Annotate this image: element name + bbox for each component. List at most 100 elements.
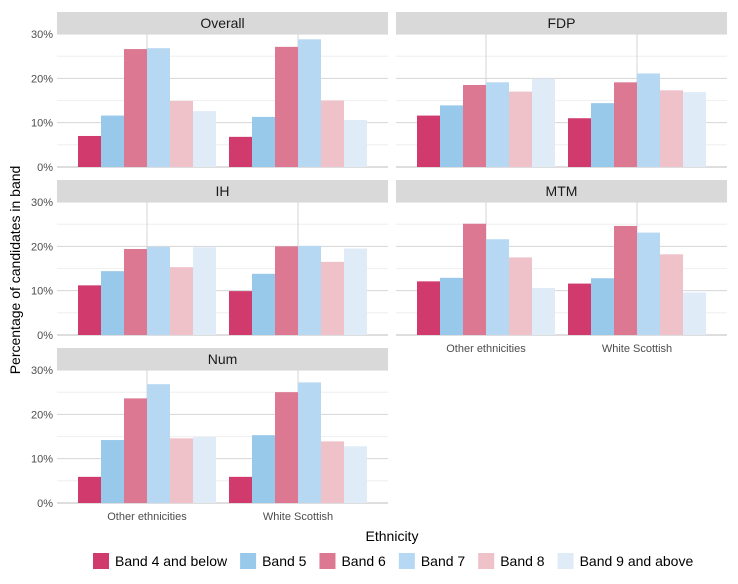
legend-swatch — [398, 553, 415, 569]
bar-fdp-other-ethnicities-band-4-and-below: Band 4 and below: 11.6 — [417, 115, 440, 167]
bar-overall-other-ethnicities-band-8: Band 8: 14.9 — [170, 100, 193, 167]
legend: Band 4 and below Band 5 Band 6 Band 7 Band 8… — [93, 553, 693, 569]
legend-label: Band 4 and below — [115, 553, 228, 569]
bar-mtm-white-scottish-band-8: Band 8: 18.2 — [660, 254, 683, 335]
panel-title: Overall — [200, 15, 244, 31]
legend-item-band-4-and-below: Band 4 and below — [93, 553, 228, 569]
panel-title: IH — [216, 183, 230, 199]
legend-label: Band 6 — [341, 553, 386, 569]
legend-swatch — [93, 553, 109, 569]
bar-overall-white-scottish-band-9-and-above: Band 9 and above: 10.6 — [344, 120, 367, 167]
bar-mtm-other-ethnicities-band-9-and-above: Band 9 and above: 10.6 — [532, 288, 555, 335]
bar-ih-white-scottish-band-8: Band 8: 16.5 — [321, 261, 344, 335]
bar-fdp-other-ethnicities-band-5: Band 5: 13.9 — [440, 105, 463, 167]
panel-num: NumBand 4 and below: 5.9Band 5: 14.2Band… — [31, 348, 388, 523]
bar-ih-white-scottish-band-5: Band 5: 13.8 — [252, 273, 275, 335]
x-axis-title: Ethnicity — [366, 528, 419, 544]
bar-ih-other-ethnicities-band-7: Band 7: 19.9 — [147, 246, 170, 335]
bar-num-white-scottish-band-7: Band 7: 27.2 — [298, 382, 321, 503]
panel-strip — [396, 12, 727, 34]
bar-fdp-white-scottish-band-6: Band 6: 19.1 — [614, 82, 637, 167]
bar-num-other-ethnicities-band-5: Band 5: 14.2 — [101, 440, 124, 503]
bar-mtm-white-scottish-band-4-and-below: Band 4 and below: 11.6 — [568, 283, 591, 335]
y-axis-title: Percentage of candidates in band — [7, 166, 23, 375]
legend-label: Band 5 — [262, 553, 307, 569]
bar-overall-white-scottish-band-6: Band 6: 27.1 — [275, 46, 298, 167]
x-tick-label: White Scottish — [602, 343, 672, 355]
x-tick-label: White Scottish — [263, 511, 333, 523]
bar-num-white-scottish-band-4-and-below: Band 4 and below: 5.9 — [229, 476, 252, 503]
panel-strip — [57, 180, 388, 202]
bar-fdp-other-ethnicities-band-7: Band 7: 19.1 — [486, 82, 509, 167]
bar-mtm-other-ethnicities-band-4-and-below: Band 4 and below: 12.1 — [417, 281, 440, 335]
panel-title: FDP — [548, 15, 576, 31]
bar-num-white-scottish-band-5: Band 5: 15.3 — [252, 435, 275, 503]
bar-ih-other-ethnicities-band-5: Band 5: 14.4 — [101, 271, 124, 335]
y-tick-label: 20% — [31, 73, 53, 85]
x-tick-label: Other ethnicities — [446, 343, 526, 355]
bar-ih-white-scottish-band-6: Band 6: 20 — [275, 246, 298, 335]
bar-ih-other-ethnicities-band-4-and-below: Band 4 and below: 11.2 — [78, 285, 101, 335]
bar-overall-other-ethnicities-band-4-and-below: Band 4 and below: 7 — [78, 135, 101, 167]
panel-title: MTM — [546, 183, 578, 199]
legend-item-band-6: Band 6 — [319, 553, 386, 569]
bar-overall-white-scottish-band-8: Band 8: 15 — [321, 100, 344, 167]
panel-mtm: MTMBand 4 and below: 12.1Band 5: 12.9Ban… — [396, 180, 727, 355]
bar-overall-other-ethnicities-band-9-and-above: Band 9 and above: 12.6 — [193, 111, 216, 167]
y-tick-label: 30% — [31, 365, 53, 377]
legend-item-band-7: Band 7 — [398, 553, 466, 569]
panel-strip — [396, 180, 727, 202]
bar-ih-other-ethnicities-band-8: Band 8: 15.3 — [170, 267, 193, 335]
legend-item-band-9-and-above: Band 9 and above — [557, 553, 694, 569]
x-tick-label: Other ethnicities — [107, 511, 187, 523]
legend-item-band-5: Band 5 — [240, 553, 307, 569]
bar-overall-white-scottish-band-7: Band 7: 28.8 — [298, 39, 321, 167]
bar-overall-white-scottish-band-5: Band 5: 11.3 — [252, 116, 275, 167]
legend-label: Band 8 — [500, 553, 545, 569]
legend-swatch — [478, 553, 495, 569]
bar-mtm-other-ethnicities-band-7: Band 7: 21.6 — [486, 239, 509, 335]
panel-ih: IHBand 4 and below: 11.2Band 5: 14.4Band… — [31, 180, 388, 342]
bar-fdp-white-scottish-band-7: Band 7: 21.1 — [637, 73, 660, 167]
y-tick-label: 0% — [37, 498, 53, 510]
bar-num-other-ethnicities-band-9-and-above: Band 9 and above: 14.9 — [193, 436, 216, 503]
bar-num-white-scottish-band-9-and-above: Band 9 and above: 12.8 — [344, 446, 367, 503]
y-tick-label: 20% — [31, 241, 53, 253]
legend-swatch — [557, 553, 574, 569]
bar-fdp-other-ethnicities-band-8: Band 8: 17 — [509, 91, 532, 167]
y-tick-label: 0% — [37, 330, 53, 342]
bar-mtm-other-ethnicities-band-5: Band 5: 12.9 — [440, 277, 463, 335]
bar-fdp-white-scottish-band-8: Band 8: 17.3 — [660, 90, 683, 167]
panel-strip — [57, 12, 388, 34]
bar-num-white-scottish-band-8: Band 8: 13.9 — [321, 441, 344, 503]
y-tick-label: 30% — [31, 197, 53, 209]
legend-item-band-8: Band 8 — [478, 553, 545, 569]
y-tick-label: 10% — [31, 286, 53, 298]
bar-fdp-white-scottish-band-4-and-below: Band 4 and below: 11 — [568, 118, 591, 167]
legend-swatch — [240, 553, 257, 569]
bar-ih-white-scottish-band-4-and-below: Band 4 and below: 9.9 — [229, 291, 252, 335]
y-tick-label: 20% — [31, 409, 53, 421]
legend-swatch — [319, 553, 336, 569]
bar-mtm-white-scottish-band-7: Band 7: 23.1 — [637, 232, 660, 335]
bar-fdp-white-scottish-band-5: Band 5: 14.4 — [591, 103, 614, 167]
bar-mtm-other-ethnicities-band-6: Band 6: 25.1 — [463, 223, 486, 335]
legend-label: Band 7 — [421, 553, 466, 569]
bar-mtm-white-scottish-band-5: Band 5: 12.8 — [591, 278, 614, 335]
bar-fdp-other-ethnicities-band-6: Band 6: 18.5 — [463, 84, 486, 167]
bar-overall-white-scottish-band-4-and-below: Band 4 and below: 6.8 — [229, 136, 252, 167]
bar-overall-other-ethnicities-band-6: Band 6: 26.6 — [124, 49, 147, 167]
bar-mtm-white-scottish-band-6: Band 6: 24.6 — [614, 225, 637, 335]
bar-ih-white-scottish-band-7: Band 7: 20.1 — [298, 245, 321, 335]
bar-ih-other-ethnicities-band-9-and-above: Band 9 and above: 19.8 — [193, 247, 216, 335]
y-tick-label: 10% — [31, 454, 53, 466]
bar-ih-other-ethnicities-band-6: Band 6: 19.4 — [124, 248, 147, 335]
legend-label: Band 9 and above — [580, 553, 694, 569]
y-tick-label: 10% — [31, 118, 53, 130]
bar-ih-white-scottish-band-9-and-above: Band 9 and above: 19.5 — [344, 248, 367, 335]
y-tick-label: 30% — [31, 29, 53, 41]
panel-strip — [57, 348, 388, 370]
